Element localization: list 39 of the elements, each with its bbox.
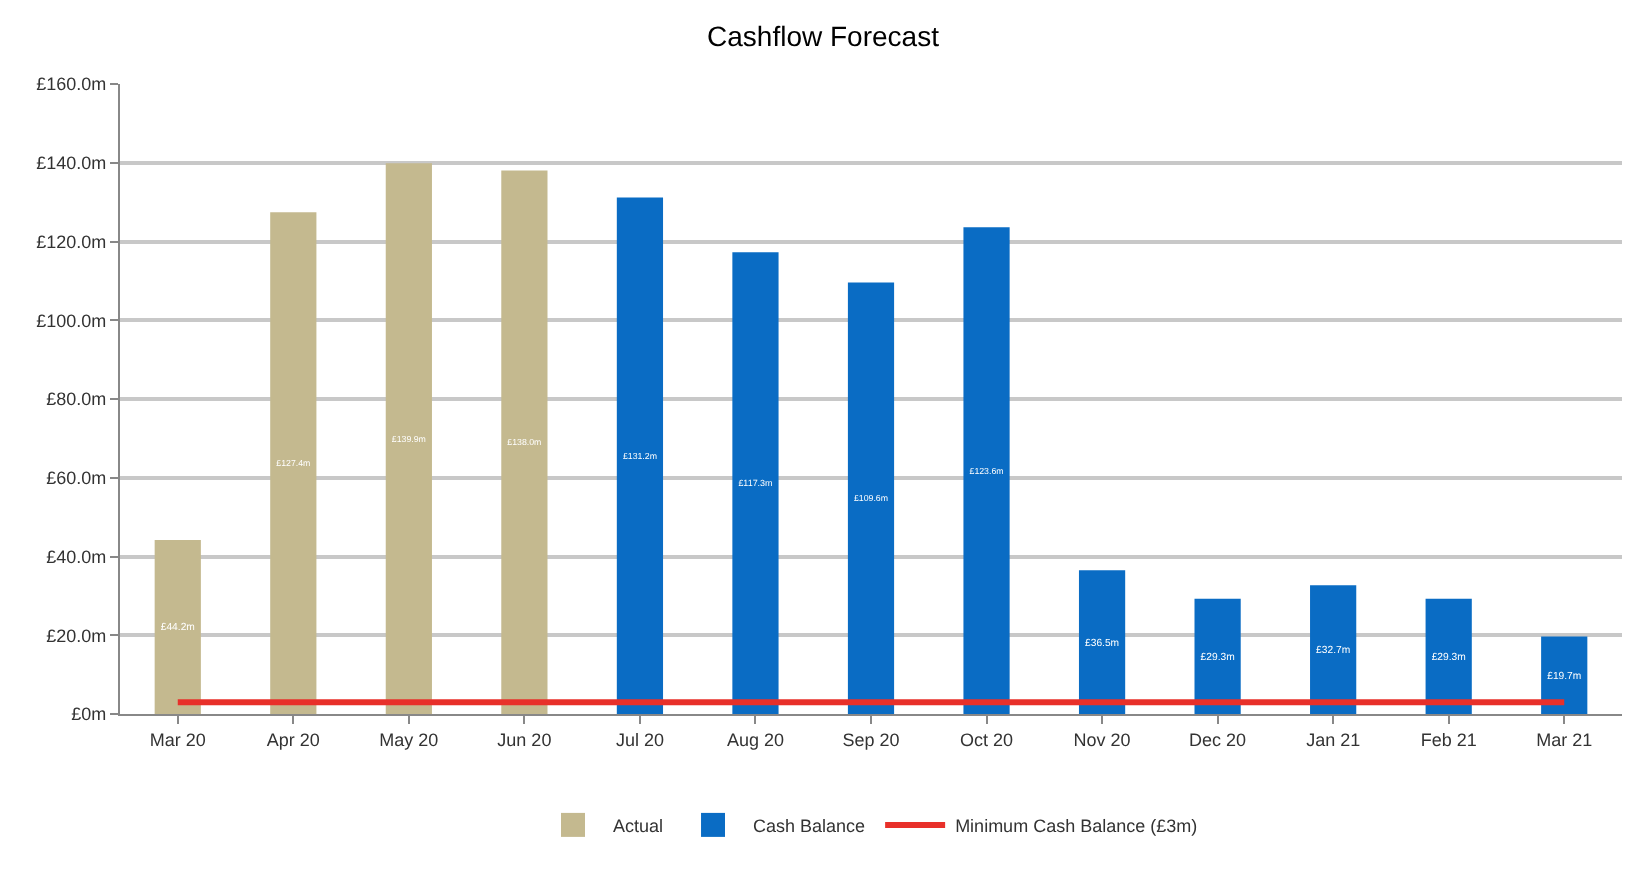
y-tick-label: £60.0m — [46, 468, 107, 489]
x-tick-label: Jul 20 — [615, 729, 664, 750]
chart-title: Cashflow Forecast — [707, 19, 940, 52]
bar — [1078, 570, 1126, 714]
bar — [501, 170, 548, 714]
legend-label: Minimum Cash Balance (£3m) — [955, 815, 1198, 836]
x-tick-label: Mar 20 — [149, 729, 206, 750]
x-tick-label: Dec 20 — [1189, 729, 1247, 750]
bar — [732, 252, 779, 714]
x-tick-label: Jun 20 — [497, 729, 552, 750]
x-tick-label: Mar 21 — [1536, 729, 1593, 750]
x-tick-label: Aug 20 — [726, 729, 784, 750]
bar — [270, 212, 317, 714]
x-tick-label: Sep 20 — [842, 729, 900, 750]
x-tick-label: Oct 20 — [960, 729, 1014, 750]
x-tick-label: Jan 21 — [1306, 729, 1361, 750]
bar — [616, 197, 664, 714]
x-tick-label: Nov 20 — [1073, 729, 1131, 750]
x-tick-label: Apr 20 — [266, 729, 320, 750]
bar — [1541, 636, 1588, 714]
bar — [1425, 598, 1472, 714]
y-tick-label: £40.0m — [46, 546, 107, 567]
bar — [385, 163, 432, 714]
y-tick-label: £80.0m — [46, 389, 107, 410]
bar — [847, 282, 895, 714]
bar — [1310, 585, 1357, 714]
y-tick-label: £100.0m — [36, 310, 107, 331]
y-tick-label: £20.0m — [46, 625, 107, 646]
bar — [1194, 598, 1241, 714]
y-tick-label: £0m — [71, 704, 107, 725]
x-tick-label: Feb 21 — [1420, 729, 1477, 750]
bar — [154, 539, 201, 714]
y-tick-label: £160.0m — [36, 74, 107, 95]
legend-label: Actual — [613, 815, 664, 836]
y-tick-label: £140.0m — [36, 153, 107, 174]
legend-label: Cash Balance — [753, 815, 866, 836]
x-tick-label: May 20 — [379, 729, 439, 750]
y-tick-label: £120.0m — [36, 231, 107, 252]
bar — [963, 227, 1010, 714]
